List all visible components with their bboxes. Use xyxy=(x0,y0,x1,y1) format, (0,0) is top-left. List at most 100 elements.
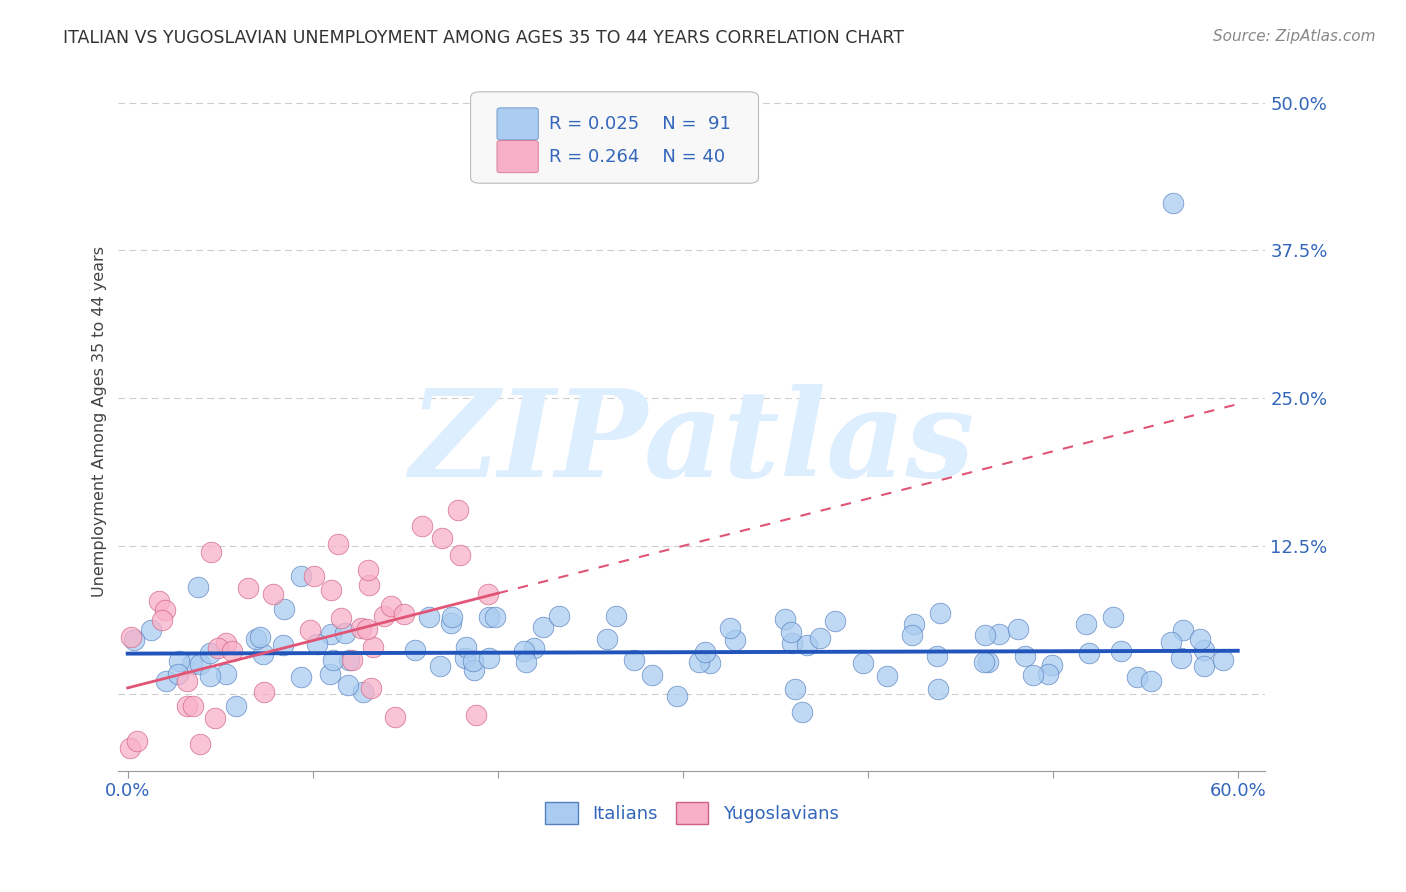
Point xyxy=(330,611,353,625)
Point xyxy=(225,698,247,713)
Point xyxy=(429,658,451,673)
Point xyxy=(302,569,325,583)
Point xyxy=(418,609,440,624)
Point xyxy=(903,617,925,632)
Point xyxy=(1078,646,1101,660)
Y-axis label: Unemployment Among Ages 35 to 44 years: Unemployment Among Ages 35 to 44 years xyxy=(93,246,107,598)
Point xyxy=(340,653,363,667)
Text: R = 0.025    N =  91: R = 0.025 N = 91 xyxy=(548,115,731,133)
Point xyxy=(120,630,142,644)
Point xyxy=(350,621,373,635)
Point xyxy=(139,623,162,637)
Point xyxy=(461,654,484,668)
Point xyxy=(477,587,499,601)
Point xyxy=(1014,648,1036,663)
Point xyxy=(718,621,741,635)
FancyBboxPatch shape xyxy=(496,141,538,173)
Point xyxy=(1170,651,1192,665)
Point xyxy=(326,537,349,551)
Point xyxy=(1140,673,1163,688)
Point xyxy=(876,669,898,683)
Point xyxy=(271,638,294,652)
Point xyxy=(356,623,378,637)
Point xyxy=(780,636,803,650)
Point xyxy=(780,624,803,639)
Point xyxy=(623,653,645,667)
Point xyxy=(155,603,177,617)
Point xyxy=(290,670,312,684)
Point xyxy=(200,646,222,660)
Point xyxy=(361,640,384,655)
Point xyxy=(215,636,238,650)
Text: R = 0.264    N = 40: R = 0.264 N = 40 xyxy=(548,148,724,166)
Point xyxy=(384,710,406,724)
Point xyxy=(221,643,243,657)
Point xyxy=(447,503,470,517)
Point xyxy=(523,640,546,655)
Point xyxy=(1161,196,1184,211)
Point xyxy=(188,738,211,752)
Point xyxy=(783,681,806,696)
FancyBboxPatch shape xyxy=(496,108,538,140)
Point xyxy=(148,594,170,608)
Point xyxy=(440,610,463,624)
Point xyxy=(1101,610,1123,624)
Point xyxy=(337,678,360,692)
Point xyxy=(273,602,295,616)
Point xyxy=(1074,617,1097,632)
Point xyxy=(122,632,145,647)
Point xyxy=(380,599,402,613)
Point xyxy=(723,632,745,647)
Point xyxy=(373,609,395,624)
Point xyxy=(1109,644,1132,658)
Point xyxy=(1171,624,1194,638)
Point xyxy=(688,655,710,669)
Point xyxy=(404,643,426,657)
Point xyxy=(512,643,534,657)
Point xyxy=(318,666,340,681)
Point xyxy=(319,582,342,597)
Point xyxy=(167,654,190,668)
Point xyxy=(449,548,471,562)
Point xyxy=(187,580,209,594)
Point xyxy=(337,653,360,667)
Text: ZIPatlas: ZIPatlas xyxy=(409,384,974,502)
Point xyxy=(515,655,537,669)
Point xyxy=(454,651,477,665)
Point xyxy=(298,623,321,637)
Point xyxy=(1007,622,1029,636)
Point xyxy=(790,705,813,719)
Point xyxy=(605,608,627,623)
Point xyxy=(155,674,177,689)
Point xyxy=(1188,632,1211,646)
Text: Source: ZipAtlas.com: Source: ZipAtlas.com xyxy=(1212,29,1375,44)
Point xyxy=(1022,668,1045,682)
Point xyxy=(200,545,222,559)
Point xyxy=(321,626,343,640)
Point xyxy=(484,610,506,624)
Point xyxy=(1194,643,1216,657)
Point xyxy=(181,657,204,671)
Point xyxy=(464,708,486,723)
Point xyxy=(641,668,664,682)
Point xyxy=(215,666,238,681)
Point xyxy=(1212,653,1234,667)
Point xyxy=(253,685,276,699)
Point xyxy=(796,638,818,652)
Legend: Italians, Yugoslavians: Italians, Yugoslavians xyxy=(546,803,838,824)
Point xyxy=(392,607,415,621)
Point xyxy=(357,578,380,592)
Point xyxy=(478,651,501,665)
Point xyxy=(352,685,374,699)
Point xyxy=(335,626,357,640)
Point xyxy=(666,689,689,703)
Point xyxy=(548,609,571,624)
Point xyxy=(176,699,198,714)
FancyBboxPatch shape xyxy=(471,92,758,183)
Point xyxy=(262,587,284,601)
Point xyxy=(357,563,380,577)
Point xyxy=(824,614,846,628)
Point xyxy=(852,656,875,670)
Point xyxy=(188,657,211,671)
Point xyxy=(927,681,949,696)
